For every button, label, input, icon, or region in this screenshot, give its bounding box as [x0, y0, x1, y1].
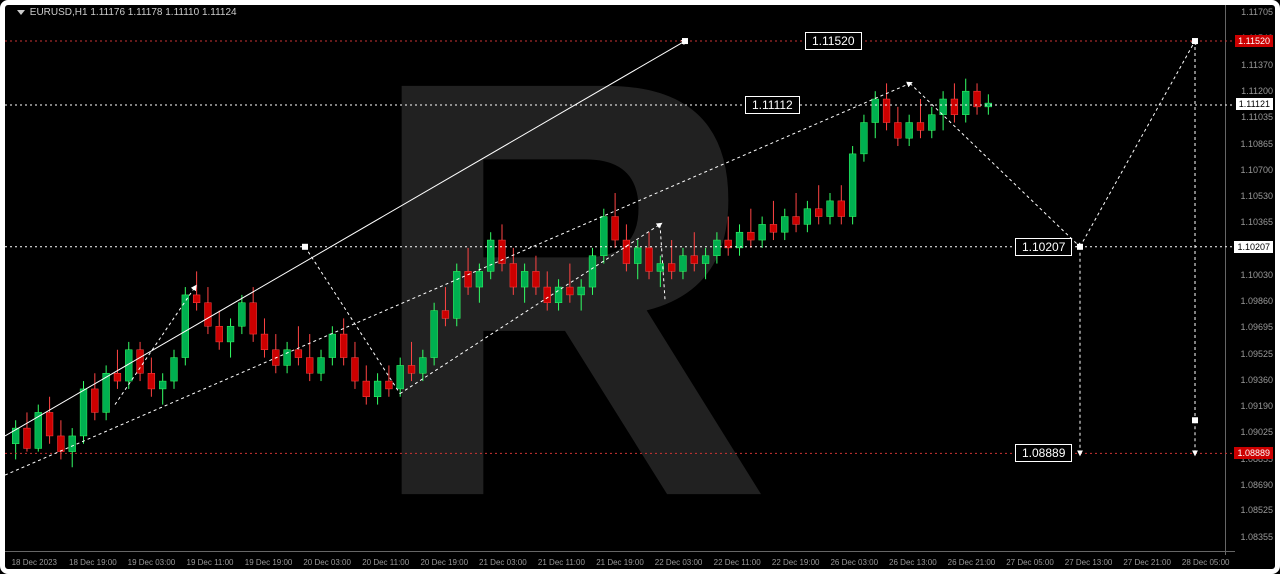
x-tick: 26 Dec 21:00: [948, 558, 996, 567]
x-tick: 20 Dec 03:00: [303, 558, 351, 567]
price-label: 1.11112: [745, 96, 800, 114]
x-tick: 26 Dec 03:00: [830, 558, 878, 567]
symbol-label: EURUSD,H1: [30, 7, 88, 18]
y-tick: 1.10030: [1240, 270, 1273, 280]
y-tick: 1.10865: [1240, 139, 1273, 149]
y-tick: 1.10530: [1240, 191, 1273, 201]
x-tick: 22 Dec 19:00: [772, 558, 820, 567]
x-tick: 27 Dec 21:00: [1123, 558, 1171, 567]
y-tick: 1.09360: [1240, 375, 1273, 385]
overlay-layer: [5, 5, 1235, 555]
x-tick: 21 Dec 19:00: [596, 558, 644, 567]
x-tick: 22 Dec 03:00: [655, 558, 703, 567]
price-label: 1.11520: [805, 32, 862, 50]
y-tick: 1.09860: [1240, 296, 1273, 306]
y-tick: 1.09695: [1240, 322, 1273, 332]
price-label: 1.10207: [1015, 238, 1072, 256]
axis-price-marker: 1.11121: [1236, 98, 1273, 110]
y-tick: 1.09525: [1240, 349, 1273, 359]
x-tick: 19 Dec 11:00: [187, 558, 234, 567]
y-tick: 1.09025: [1240, 427, 1273, 437]
y-tick: 1.11200: [1241, 86, 1273, 96]
x-tick: 18 Dec 2023: [12, 558, 57, 567]
y-tick: 1.11370: [1241, 60, 1273, 70]
y-tick: 1.08355: [1240, 532, 1273, 542]
y-tick: 1.11035: [1241, 112, 1273, 122]
axis-price-marker: 1.11520: [1235, 35, 1273, 47]
x-tick: 28 Dec 05:00: [1182, 558, 1230, 567]
x-tick: 21 Dec 11:00: [538, 558, 585, 567]
axis-price-marker: 1.08889: [1234, 447, 1273, 459]
dropdown-icon: [17, 10, 25, 15]
y-tick: 1.08525: [1240, 505, 1273, 515]
x-tick: 18 Dec 19:00: [69, 558, 117, 567]
x-tick: 20 Dec 11:00: [362, 558, 409, 567]
y-tick: 1.11705: [1241, 7, 1273, 17]
x-tick: 27 Dec 05:00: [1006, 558, 1054, 567]
price-label: 1.08889: [1015, 444, 1072, 462]
y-tick: 1.10365: [1240, 217, 1273, 227]
x-tick: 21 Dec 03:00: [479, 558, 527, 567]
x-tick: 26 Dec 13:00: [889, 558, 937, 567]
axis-price-marker: 1.10207: [1234, 241, 1273, 253]
ohlc-label: 1.11176 1.11178 1.11110 1.11124: [90, 7, 236, 18]
y-tick: 1.08690: [1240, 480, 1273, 490]
y-tick: 1.10700: [1240, 165, 1273, 175]
x-tick: 19 Dec 03:00: [128, 558, 176, 567]
x-tick: 22 Dec 11:00: [714, 558, 761, 567]
chart-area[interactable]: [5, 5, 1235, 555]
chart-header: EURUSD,H1 1.11176 1.11178 1.11110 1.1112…: [17, 7, 237, 18]
x-tick: 20 Dec 19:00: [420, 558, 468, 567]
y-tick: 1.09190: [1240, 401, 1273, 411]
x-tick: 19 Dec 19:00: [245, 558, 293, 567]
x-tick: 27 Dec 13:00: [1065, 558, 1113, 567]
